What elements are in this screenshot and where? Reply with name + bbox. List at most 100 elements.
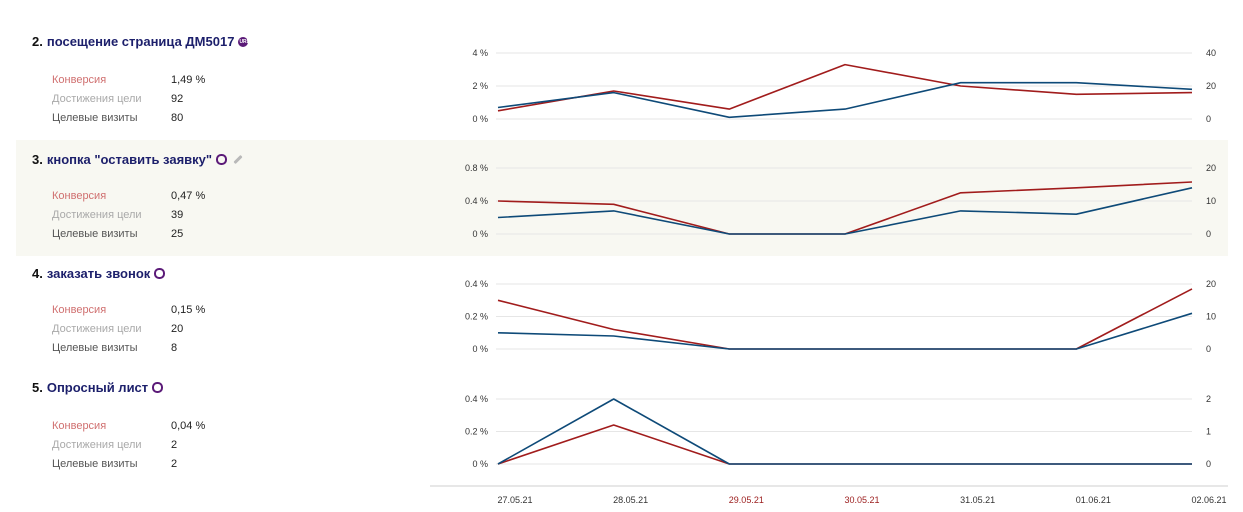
chart-goal-5: 0.4 % 2 0.2 % 1 0 % 0 bbox=[465, 394, 1211, 469]
goal-number: 5. bbox=[32, 380, 43, 395]
goal-row-5: 5. Опросный лист Конверсия 0,04 % Достиже… bbox=[16, 376, 1228, 492]
stat-reached: Достижения цели 2 bbox=[52, 439, 177, 451]
stat-conversion: Конверсия 0,15 % bbox=[52, 304, 205, 316]
visits-value: 80 bbox=[171, 112, 184, 124]
goal-row-3: 3. кнопка "оставить заявку" Конверсия 0,4… bbox=[16, 140, 1228, 256]
right-tick-label: 40 bbox=[1206, 48, 1216, 58]
goal-title[interactable]: 2. посещение страница ДМ5017 URL bbox=[32, 34, 250, 49]
goal-name[interactable]: посещение страница ДМ5017 bbox=[46, 34, 235, 49]
goal-number: 2. bbox=[32, 34, 43, 49]
goal-name[interactable]: кнопка "оставить заявку" bbox=[46, 152, 213, 167]
goal-title[interactable]: 5. Опросный лист bbox=[32, 380, 164, 395]
click-icon bbox=[216, 154, 228, 165]
date-tick-label: 31.05.21 bbox=[960, 495, 995, 505]
goal-row-2: 2. посещение страница ДМ5017 URL Конверс… bbox=[16, 34, 1228, 150]
goal-name[interactable]: заказать звонок bbox=[46, 266, 151, 281]
visits-label: Целевые визиты bbox=[52, 112, 138, 124]
visits-series-line bbox=[497, 187, 1193, 235]
conversion-label: Конверсия bbox=[52, 74, 107, 86]
reached-label: Достижения цели bbox=[52, 209, 142, 221]
left-tick-label: 0.4 % bbox=[465, 394, 488, 404]
visits-value: 25 bbox=[171, 228, 184, 240]
stat-conversion: Конверсия 0,47 % bbox=[52, 190, 205, 202]
click-icon bbox=[152, 382, 164, 393]
reached-label: Достижения цели bbox=[52, 93, 142, 105]
goal-name[interactable]: Опросный лист bbox=[46, 380, 149, 395]
right-tick-label: 10 bbox=[1206, 312, 1216, 322]
stat-reached: Достижения цели 92 bbox=[52, 93, 183, 105]
reached-value: 2 bbox=[171, 439, 178, 451]
right-tick-label: 0 bbox=[1206, 229, 1211, 239]
chart-goal-4: 0.4 % 20 0.2 % 10 0 % 0 bbox=[465, 279, 1216, 354]
date-tick-label: 30.05.21 bbox=[844, 495, 879, 505]
left-tick-label: 0.8 % bbox=[465, 163, 488, 173]
right-tick-label: 10 bbox=[1206, 196, 1216, 206]
right-tick-label: 20 bbox=[1206, 81, 1216, 91]
conversion-value: 0,15 % bbox=[171, 304, 206, 316]
url-badge-text: URL bbox=[239, 38, 250, 45]
visits-label: Целевые визиты bbox=[52, 342, 138, 354]
date-tick-label: 27.05.21 bbox=[497, 495, 532, 505]
goal-info: 4. заказать звонок Конверсия 0,15 % Дости… bbox=[32, 262, 452, 378]
goal-number: 4. bbox=[32, 266, 43, 281]
chart-goal-3: 0.8 % 20 0.4 % 10 0 % 0 bbox=[465, 163, 1216, 239]
conversion-series-line bbox=[497, 63, 1193, 112]
left-tick-label: 0.2 % bbox=[465, 312, 488, 322]
chart-goal-2: 4 % 40 2 % 20 0 % 0 bbox=[472, 48, 1216, 124]
stat-conversion: Конверсия 0,04 % bbox=[52, 420, 205, 432]
visits-series-line bbox=[497, 81, 1193, 119]
goal-number: 3. bbox=[32, 152, 43, 167]
date-tick-label: 29.05.21 bbox=[729, 495, 764, 505]
date-tick-label: 02.06.21 bbox=[1191, 495, 1226, 505]
reached-value: 39 bbox=[171, 209, 184, 221]
stat-visits: Целевые визиты 80 bbox=[52, 112, 183, 124]
left-tick-label: 0.2 % bbox=[465, 427, 488, 437]
left-tick-label: 0 % bbox=[472, 459, 488, 469]
stat-visits: Целевые визиты 8 bbox=[52, 342, 177, 354]
left-tick-label: 0.4 % bbox=[465, 279, 488, 289]
visits-value: 8 bbox=[171, 342, 178, 354]
stat-visits: Целевые визиты 25 bbox=[52, 228, 183, 240]
reached-value: 92 bbox=[171, 93, 184, 105]
conversion-series-line bbox=[497, 288, 1193, 350]
visits-series-line bbox=[497, 398, 1192, 465]
conversion-series-line bbox=[497, 181, 1193, 235]
right-tick-label: 0 bbox=[1206, 344, 1211, 354]
conversion-label: Конверсия bbox=[52, 190, 107, 202]
goal-info: 2. посещение страница ДМ5017 URL Конверс… bbox=[32, 34, 452, 150]
date-tick-label: 28.05.21 bbox=[613, 495, 648, 505]
reached-label: Достижения цели bbox=[52, 439, 142, 451]
left-tick-label: 0.4 % bbox=[465, 196, 488, 206]
goal-title[interactable]: 4. заказать звонок bbox=[32, 266, 166, 281]
conversion-series-line bbox=[497, 424, 1192, 465]
left-tick-label: 0 % bbox=[472, 229, 488, 239]
conversion-value: 0,47 % bbox=[171, 190, 206, 202]
visits-value: 2 bbox=[171, 458, 178, 470]
visits-label: Целевые визиты bbox=[52, 458, 138, 470]
right-tick-label: 20 bbox=[1206, 279, 1216, 289]
right-tick-label: 1 bbox=[1206, 427, 1211, 437]
visits-label: Целевые визиты bbox=[52, 228, 138, 240]
right-tick-label: 0 bbox=[1206, 114, 1211, 124]
left-tick-label: 0 % bbox=[472, 114, 488, 124]
conversion-label: Конверсия bbox=[52, 420, 107, 432]
right-tick-label: 2 bbox=[1206, 394, 1211, 404]
stat-conversion: Конверсия 1,49 % bbox=[52, 74, 205, 86]
right-tick-label: 20 bbox=[1206, 163, 1216, 173]
stat-reached: Достижения цели 20 bbox=[52, 323, 183, 335]
goal-info: 5. Опросный лист Конверсия 0,04 % Достиже… bbox=[32, 376, 452, 492]
date-tick-label: 01.06.21 bbox=[1076, 495, 1111, 505]
reached-label: Достижения цели bbox=[52, 323, 142, 335]
url-badge-icon: URL bbox=[238, 36, 250, 47]
visits-series-line bbox=[497, 312, 1193, 350]
stat-reached: Достижения цели 39 bbox=[52, 209, 183, 221]
goal-title[interactable]: 3. кнопка "оставить заявку" bbox=[32, 152, 243, 167]
stat-visits: Целевые визиты 2 bbox=[52, 458, 177, 470]
reached-value: 20 bbox=[171, 323, 184, 335]
conversion-value: 1,49 % bbox=[171, 74, 206, 86]
click-icon bbox=[154, 268, 166, 279]
conversion-label: Конверсия bbox=[52, 304, 107, 316]
left-tick-label: 2 % bbox=[472, 81, 488, 91]
right-tick-label: 0 bbox=[1206, 459, 1211, 469]
